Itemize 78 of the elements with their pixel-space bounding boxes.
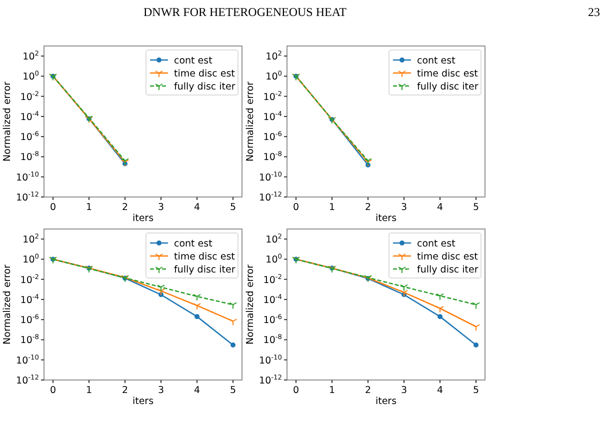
y-tick-label: 10$^{0}$	[22, 70, 39, 83]
x-tick-label: 4	[194, 385, 200, 396]
y-tick-label: 10$^{-6}$	[263, 130, 282, 144]
y-tick-label: 10$^{-8}$	[20, 150, 39, 164]
x-tick-label: 4	[194, 202, 200, 213]
y-tick-label: 10$^{2}$	[266, 232, 282, 246]
y-tick-label: 10$^{0}$	[266, 70, 282, 83]
x-tick-label: 4	[436, 385, 444, 396]
y-axis-title: Normalized error	[245, 264, 256, 344]
y-axis-title: Normalized error	[245, 81, 256, 162]
legend-label: time disc est	[417, 252, 478, 262]
y-tick-label: 10$^{-12}$	[259, 374, 282, 386]
x-axis-title: iters	[132, 396, 154, 407]
y-tick-label: 10$^{-12}$	[16, 374, 39, 386]
x-tick-label: 1	[86, 202, 92, 213]
x-tick-label: 5	[472, 202, 480, 213]
legend-label: cont est	[174, 56, 213, 66]
x-tick-label: 3	[158, 202, 164, 213]
y-tick-label: 10$^{-2}$	[20, 90, 39, 103]
y-tick-label: 10$^{-2}$	[20, 272, 39, 286]
x-tick-label: 5	[230, 202, 236, 213]
y-tick-label: 10$^{-4}$	[263, 292, 282, 306]
x-tick-label: 0	[50, 385, 56, 396]
x-tick-label: 4	[436, 202, 444, 213]
legend-label: fully disc iter	[417, 264, 478, 276]
x-tick-label: 5	[230, 385, 236, 396]
x-axis-title: iters	[375, 396, 397, 407]
y-tick-label: 10$^{-10}$	[259, 353, 282, 366]
legend-label: fully disc iter	[417, 82, 478, 92]
x-tick-label: 2	[364, 385, 372, 396]
legend-label: fully disc iter	[174, 82, 236, 92]
y-tick-label: 10$^{-2}$	[263, 272, 282, 286]
legend-label: cont est	[417, 238, 456, 250]
y-tick-label: 10$^{-4}$	[263, 110, 282, 123]
y-tick-label: 10$^{-2}$	[263, 90, 282, 103]
x-tick-label: 3	[400, 385, 408, 396]
y-tick-label: 10$^{2}$	[22, 232, 39, 246]
x-axis-title: iters	[375, 213, 397, 224]
y-tick-label: 10$^{0}$	[266, 252, 282, 266]
legend-label: time disc est	[417, 68, 478, 80]
legend-label: time disc est	[174, 68, 236, 80]
y-axis-title: Normalized error	[2, 264, 13, 344]
y-tick-label: 10$^{2}$	[22, 50, 39, 63]
y-tick-label: 10$^{-12}$	[16, 190, 39, 204]
legend-label: cont est	[417, 56, 456, 66]
y-tick-label: 10$^{-10}$	[16, 353, 39, 366]
text: 23	[588, 5, 600, 19]
y-tick-label: 10$^{-10}$	[259, 170, 282, 184]
x-tick-label: 3	[158, 385, 164, 396]
y-tick-label: 10$^{-10}$	[16, 170, 39, 184]
x-tick-label: 2	[122, 202, 128, 213]
x-tick-label: 2	[364, 202, 372, 213]
y-tick-label: 10$^{-8}$	[20, 333, 39, 346]
y-tick-label: 10$^{-6}$	[263, 313, 282, 326]
x-tick-label: 0	[50, 202, 56, 213]
x-tick-label: 3	[400, 202, 408, 213]
y-tick-label: 10$^{-8}$	[263, 333, 282, 346]
x-tick-label: 2	[122, 385, 128, 396]
text: DNWR FOR HETEROGENEOUS HEAT	[144, 5, 348, 19]
y-tick-label: 10$^{-4}$	[20, 292, 39, 306]
y-axis-title: Normalized error	[2, 81, 13, 162]
legend-label: fully disc iter	[174, 264, 236, 276]
y-tick-label: 10$^{2}$	[266, 50, 282, 63]
x-tick-label: 0	[292, 202, 300, 213]
x-tick-label: 1	[328, 385, 336, 396]
x-tick-label: 1	[328, 202, 336, 213]
y-tick-label: 10$^{-6}$	[20, 130, 39, 144]
x-tick-label: 5	[472, 385, 480, 396]
x-tick-label: 1	[86, 385, 92, 396]
y-tick-label: 10$^{-6}$	[20, 313, 39, 326]
legend-label: cont est	[174, 238, 213, 250]
y-tick-label: 10$^{-4}$	[20, 110, 39, 123]
y-tick-label: 10$^{-12}$	[259, 190, 282, 204]
x-tick-label: 0	[292, 385, 300, 396]
legend-label: time disc est	[174, 252, 236, 262]
y-tick-label: 10$^{-8}$	[263, 150, 282, 164]
y-tick-label: 10$^{0}$	[22, 252, 39, 266]
x-axis-title: iters	[132, 213, 154, 224]
